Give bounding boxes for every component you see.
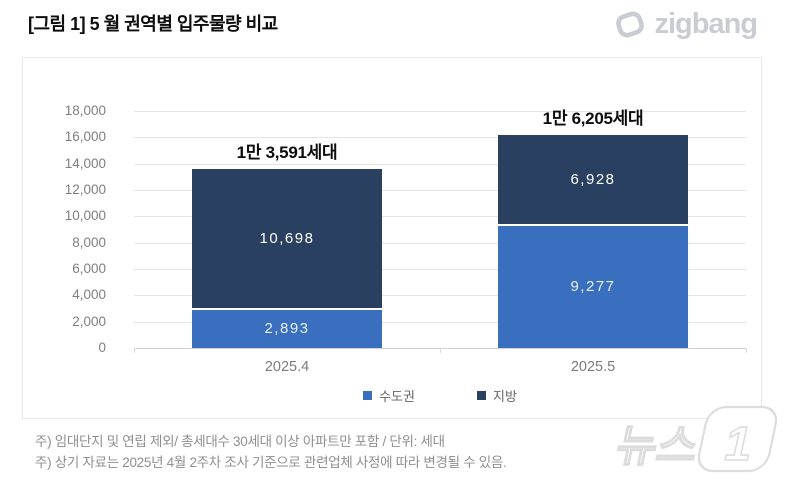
gridline [134, 321, 746, 323]
bar-segment: 9,277 [498, 225, 688, 348]
axis-tick [440, 348, 441, 353]
y-axis-tick-label: 10,000 [64, 208, 106, 224]
zigbang-logo: zigbang [611, 7, 758, 40]
gridline [134, 137, 746, 139]
bar-value-label: 9,277 [570, 278, 616, 296]
zigbang-logo-text: zigbang [654, 7, 758, 40]
bar-total-label: 1만 6,205세대 [542, 108, 644, 128]
footnote-line: 주) 임대단지 및 연립 제외/ 총세대수 30세대 이상 아파트만 포함 / … [35, 434, 445, 449]
bar-segment: 6,928 [498, 134, 688, 226]
legend-item: 수도권 [363, 386, 415, 405]
x-axis-category-label: 2025.5 [570, 359, 616, 375]
zigbang-logo-icon [616, 11, 645, 38]
legend: 수도권 지방 [134, 386, 746, 405]
gridline [134, 163, 746, 165]
bar-segment: 10,698 [192, 169, 382, 310]
gridline [134, 295, 746, 297]
y-axis-tick-label: 16,000 [64, 129, 106, 145]
y-axis-tick-label: 12,000 [64, 182, 106, 197]
y-axis-tick-label: 2,000 [72, 313, 106, 329]
y-axis-tick-label: 0 [98, 340, 106, 355]
figure-title: [그림 1] 5 월 권역별 입주물량 비교 [28, 14, 278, 34]
gridline [134, 111, 746, 112]
x-axis-category-label: 2025.4 [264, 359, 310, 375]
footnotes: 주) 임대단지 및 연립 제외/ 총세대수 30세대 이상 아파트만 포함 / … [35, 431, 507, 473]
footnote-line: 주) 상기 자료는 2025년 4월 2주차 조사 기준으로 관련업체 사정에 … [35, 455, 507, 470]
gridline [134, 190, 746, 191]
axis-tick [746, 348, 747, 353]
y-axis-tick-label: 6,000 [72, 261, 106, 276]
news1-watermark-badge-box [697, 405, 778, 473]
gridline [134, 216, 746, 218]
y-axis-tick-label: 18,000 [64, 103, 106, 118]
y-axis-tick-label: 8,000 [72, 234, 106, 250]
bar-value-label: 2,893 [264, 320, 310, 338]
axis-tick [134, 348, 135, 353]
legend-swatch [476, 391, 486, 400]
bar-total-label: 1만 3,591세대 [236, 143, 338, 163]
gridline [134, 269, 746, 270]
y-axis-tick-label: 14,000 [64, 155, 106, 171]
chart-container: 0 2,000 4,000 6,000 8,000 10,000 12,000 14,000 1… [22, 57, 762, 419]
gridline [134, 242, 746, 244]
legend-label: 수도권 [379, 389, 415, 404]
bar-value-label: 10,698 [259, 229, 315, 247]
bar-segment: 2,893 [192, 309, 382, 348]
y-axis-tick-label: 4,000 [72, 287, 106, 303]
legend-label: 지방 [492, 389, 517, 404]
legend-item: 지방 [476, 386, 517, 405]
news1-watermark-text: 뉴스 [612, 422, 703, 470]
legend-swatch [363, 391, 373, 400]
news1-watermark: 뉴스 1 [611, 405, 778, 473]
bar-value-label: 6,928 [570, 170, 616, 188]
